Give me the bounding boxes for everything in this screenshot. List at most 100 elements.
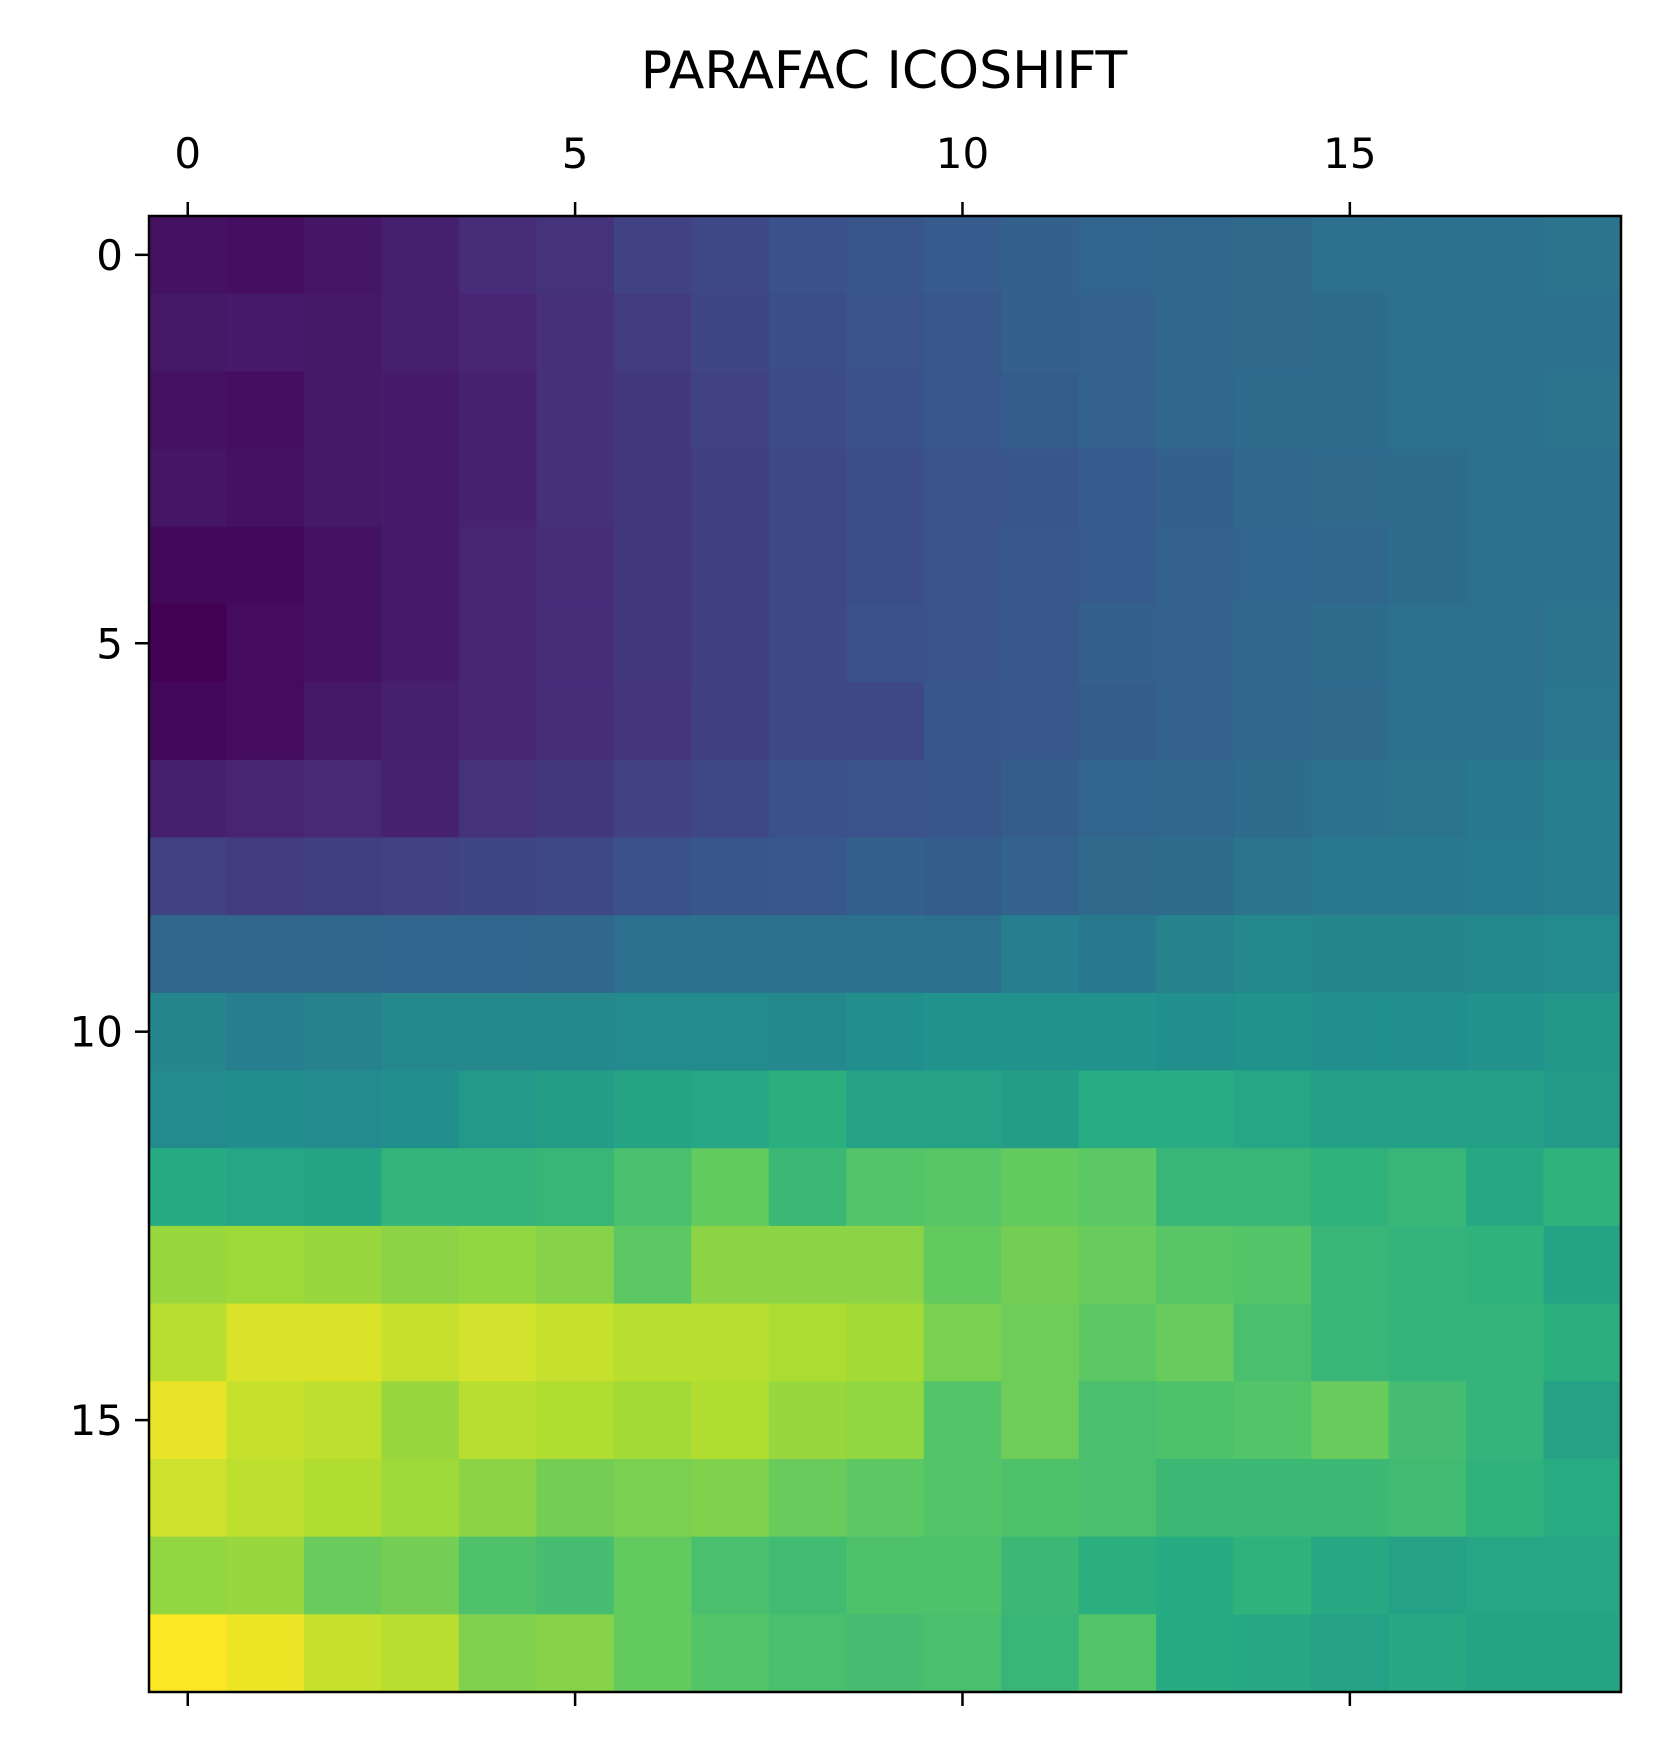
- heatmap-cell: [381, 915, 460, 994]
- heatmap-cell: [1078, 915, 1157, 994]
- heatmap-cell: [458, 526, 537, 606]
- heatmap-cell: [536, 759, 615, 839]
- heatmap-cell: [768, 915, 847, 994]
- heatmap-cell: [691, 526, 770, 606]
- heatmap-cell: [846, 759, 925, 839]
- heatmap-cell: [1543, 759, 1622, 839]
- heatmap-cell: [1543, 1536, 1622, 1615]
- heatmap-cell: [1156, 1381, 1235, 1460]
- heatmap-cell: [923, 1458, 1002, 1538]
- heatmap-cell: [1233, 1148, 1312, 1227]
- heatmap-cell: [458, 1458, 537, 1538]
- heatmap-cell: [303, 1070, 383, 1149]
- heatmap-cell: [923, 992, 1002, 1072]
- heatmap-cell: [1233, 837, 1312, 916]
- heatmap-cell: [149, 1225, 228, 1305]
- heatmap-cell: [1311, 526, 1390, 606]
- heatmap-cell: [1001, 992, 1080, 1072]
- heatmap-cell: [1466, 1225, 1545, 1305]
- y-axis-ticks: 0 5 10 15: [70, 231, 149, 1445]
- heatmap-cell: [1001, 682, 1080, 761]
- heatmap-cell: [768, 1303, 847, 1382]
- heatmap-cell: [1233, 604, 1312, 683]
- heatmap-cell: [1233, 1614, 1312, 1693]
- heatmap-cell: [923, 371, 1002, 450]
- heatmap-cell: [458, 837, 537, 916]
- heatmap-cell: [1156, 682, 1235, 761]
- heatmap-cell: [458, 449, 537, 528]
- heatmap-cell: [768, 526, 847, 606]
- heatmap-cell: [613, 216, 692, 295]
- heatmap-cell: [1388, 1070, 1467, 1149]
- heatmap-cell: [1078, 604, 1157, 683]
- heatmap-cell: [768, 604, 847, 683]
- plot-frame: [147, 214, 1623, 1694]
- heatmap-cell: [303, 216, 383, 295]
- heatmap-cell: [381, 992, 460, 1072]
- heatmap-cell: [1388, 526, 1467, 606]
- heatmap-cell: [1466, 759, 1545, 839]
- heatmap-cell: [691, 1225, 770, 1305]
- heatmap-cell: [1311, 1148, 1390, 1227]
- heatmap-cell: [691, 1458, 770, 1538]
- heatmap-cell: [149, 1458, 228, 1538]
- heatmap-cell: [1466, 992, 1545, 1072]
- heatmap-cell: [923, 293, 1002, 372]
- heatmap-cell: [1311, 682, 1390, 761]
- heatmap-cell: [1001, 1303, 1080, 1382]
- heatmap-cell: [226, 526, 305, 606]
- heatmap-cell: [381, 293, 460, 372]
- heatmap-cell: [536, 293, 615, 372]
- heatmap-cell: [768, 1458, 847, 1538]
- heatmap-cell: [1311, 1614, 1390, 1693]
- heatmap-cell: [1156, 915, 1235, 994]
- heatmap-cell: [303, 837, 383, 916]
- heatmap-cell: [768, 371, 847, 450]
- heatmap-cell: [846, 216, 925, 295]
- heatmap-cell: [1156, 1614, 1235, 1693]
- heatmap-cell: [226, 449, 305, 528]
- heatmap-cell: [1311, 1225, 1390, 1305]
- heatmap-cell: [1233, 216, 1312, 295]
- heatmap-cell: [613, 1458, 692, 1538]
- heatmap-cell: [1078, 1148, 1157, 1227]
- heatmap-cell: [458, 682, 537, 761]
- heatmap-cell: [536, 992, 615, 1072]
- heatmap-cells: [149, 216, 1622, 1693]
- heatmap-cell: [923, 759, 1002, 839]
- heatmap-cell: [613, 682, 692, 761]
- heatmap-cell: [1156, 837, 1235, 916]
- heatmap-cell: [149, 992, 228, 1072]
- heatmap-cell: [226, 1148, 305, 1227]
- heatmap-cell: [768, 1225, 847, 1305]
- heatmap-cell: [613, 1614, 692, 1693]
- heatmap-cell: [1543, 1458, 1622, 1538]
- heatmap-cell: [1388, 837, 1467, 916]
- heatmap-cell: [226, 759, 305, 839]
- heatmap-cell: [846, 449, 925, 528]
- heatmap-cell: [1001, 759, 1080, 839]
- heatmap-cell: [536, 1458, 615, 1538]
- heatmap-cell: [846, 1303, 925, 1382]
- heatmap-cell: [458, 759, 537, 839]
- heatmap-cell: [923, 1614, 1002, 1693]
- heatmap-cell: [381, 1614, 460, 1693]
- heatmap-cell: [1388, 1303, 1467, 1382]
- heatmap-cell: [1078, 1458, 1157, 1538]
- heatmap-cell: [1388, 1381, 1467, 1460]
- heatmap-cell: [846, 1225, 925, 1305]
- heatmap-cell: [1466, 216, 1545, 295]
- heatmap-cell: [613, 1148, 692, 1227]
- heatmap-cell: [1543, 449, 1622, 528]
- heatmap-cell: [691, 1303, 770, 1382]
- heatmap-cell: [1311, 604, 1390, 683]
- heatmap-cell: [1311, 1458, 1390, 1538]
- heatmap-cell: [691, 992, 770, 1072]
- heatmap-cell: [1156, 1303, 1235, 1382]
- heatmap-cell: [1078, 293, 1157, 372]
- heatmap-cell: [1543, 293, 1622, 372]
- heatmap-cell: [1466, 293, 1545, 372]
- heatmap-cell: [1156, 371, 1235, 450]
- heatmap-cell: [536, 915, 615, 994]
- heatmap-cell: [303, 1458, 383, 1538]
